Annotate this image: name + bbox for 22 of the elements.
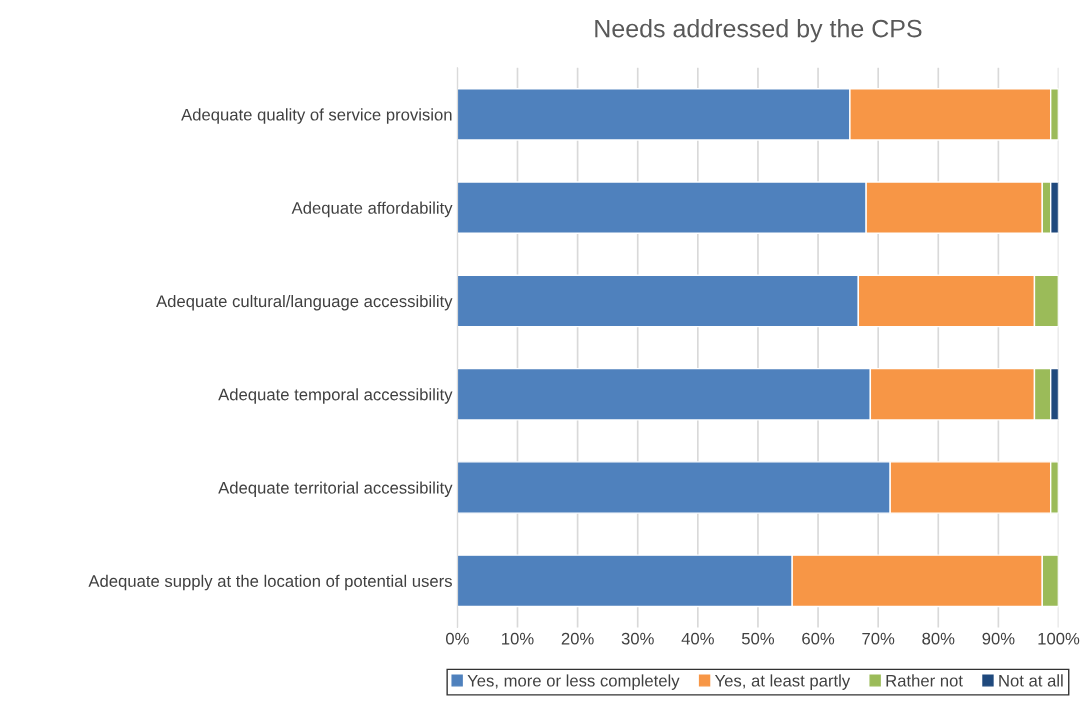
x-tick-label: 50% — [741, 632, 775, 645]
legend-label: Not at all — [999, 674, 1063, 687]
x-tick-label: 10% — [502, 632, 534, 645]
y-tick-label: Adequate affordability — [291, 201, 453, 218]
x-tick-label: 90% — [982, 632, 1015, 645]
legend-label: Rather not — [886, 674, 963, 687]
legend-label: Yes, more or less completely — [467, 674, 680, 690]
x-tick-label: 70% — [862, 632, 895, 645]
y-tick-label: Adequate supply at the location of potential users — [88, 574, 452, 591]
x-tick-label: 60% — [802, 632, 835, 645]
y-tick-label: Adequate quality of service provision — [181, 108, 452, 124]
x-tick-label: 0% — [445, 632, 469, 645]
legend-label: Yes, at least partly — [714, 674, 851, 690]
y-tick-label: Adequate cultural/language accessibility — [156, 294, 453, 311]
y-tick-label: Adequate temporal accessibility — [218, 388, 453, 404]
x-tick-label: 20% — [561, 632, 594, 645]
y-tick-label: Adequate territorial accessibility — [218, 481, 453, 498]
chart-title: Needs addressed by the CPS — [595, 19, 922, 43]
x-tick-label: 30% — [621, 632, 654, 645]
x-tick-label: 100% — [1038, 632, 1080, 645]
x-tick-label: 40% — [681, 632, 714, 645]
x-tick-label: 80% — [922, 632, 955, 645]
